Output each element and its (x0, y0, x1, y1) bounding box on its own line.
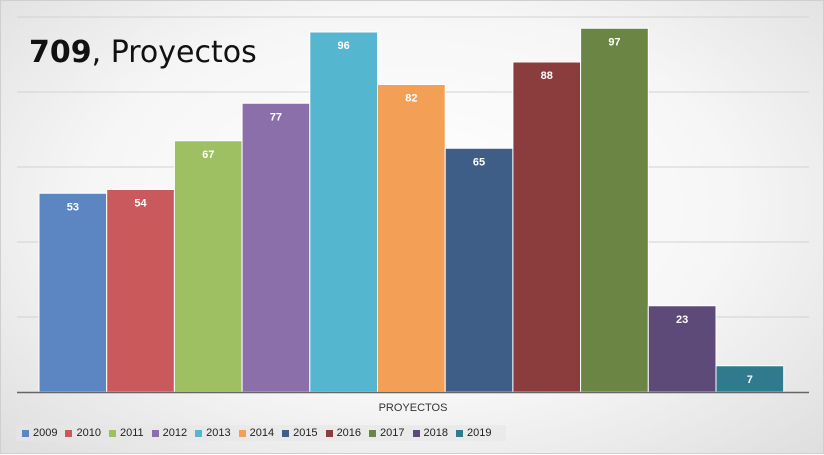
title-total: 709 (29, 35, 92, 70)
data-label-2011: 67 (202, 149, 214, 161)
legend-label-2015: 2015 (293, 427, 318, 439)
legend-item-2018: 2018 (412, 427, 449, 439)
data-label-2013: 96 (338, 40, 350, 52)
legend-label-2010: 2010 (76, 427, 101, 439)
legend-swatch-2013 (195, 429, 203, 437)
legend-item-2011: 2011 (108, 427, 144, 439)
data-label-2018: 23 (676, 314, 688, 326)
bar-2016 (512, 61, 582, 393)
bar-2009 (38, 192, 108, 393)
bar-2014 (377, 84, 446, 393)
bar-2019 (715, 365, 785, 393)
legend-item-2016: 2016 (325, 427, 362, 439)
legend-label-2013: 2013 (206, 427, 231, 439)
legend-label-2017: 2017 (380, 427, 405, 439)
legend-swatch-2017 (369, 429, 377, 437)
data-label-2016: 88 (541, 70, 553, 82)
data-label-2009: 53 (67, 201, 79, 213)
legend-swatch-2015 (282, 429, 290, 437)
bar-2017 (580, 27, 649, 393)
data-labels: 53 54 67 77 96 82 65 88 97 23 7 (67, 36, 753, 386)
title-rest: , Proyectos (91, 35, 257, 70)
legend-swatch-2016 (325, 429, 333, 437)
legend-label-2009: 2009 (33, 427, 58, 439)
data-label-2014: 82 (405, 93, 417, 105)
legend-item-2017: 2017 (369, 427, 405, 439)
bars (38, 27, 785, 393)
legend-swatch-2011 (108, 429, 116, 437)
legend-swatch-2010 (65, 429, 73, 437)
legend-item-2012: 2012 (151, 427, 188, 439)
data-label-2017: 97 (608, 36, 620, 48)
legend-swatch-2014 (238, 429, 246, 437)
legend-swatch-2012 (151, 429, 159, 437)
legend-item-2010: 2010 (65, 427, 101, 439)
chart-title: 709, Proyectos (29, 35, 257, 70)
data-label-2015: 65 (473, 156, 485, 168)
legend-item-2014: 2014 (238, 427, 275, 439)
data-label-2019: 7 (747, 374, 753, 386)
legend-label-2014: 2014 (249, 427, 275, 439)
legend-swatch-2018 (412, 429, 420, 437)
legend-label-2011: 2011 (119, 427, 144, 439)
x-axis-label: PROYECTOS (379, 402, 448, 414)
data-label-2012: 77 (270, 111, 282, 123)
legend-item-2013: 2013 (195, 427, 231, 439)
bar-2018 (647, 305, 717, 393)
legend: 2009 2010 2011 2012 2013 2014 2015 2016 2017 2018… (16, 425, 506, 441)
bar-2012 (241, 102, 311, 393)
legend-label-2018: 2018 (423, 427, 449, 439)
bar-2013 (309, 31, 378, 393)
bar-2011 (173, 140, 243, 393)
legend-swatch-2009 (22, 429, 29, 437)
legend-label-2016: 2016 (336, 427, 362, 439)
bar-2015 (444, 147, 514, 393)
legend-label-2019: 2019 (467, 427, 492, 439)
legend-item-2015: 2015 (282, 427, 318, 439)
legend-swatch-2019 (456, 429, 464, 437)
data-label-2010: 54 (134, 198, 147, 210)
legend-item-2019: 2019 (456, 427, 492, 439)
legend-item-2009: 2009 (22, 427, 57, 439)
legend-label-2012: 2012 (162, 427, 188, 439)
bar-2010 (106, 189, 175, 393)
